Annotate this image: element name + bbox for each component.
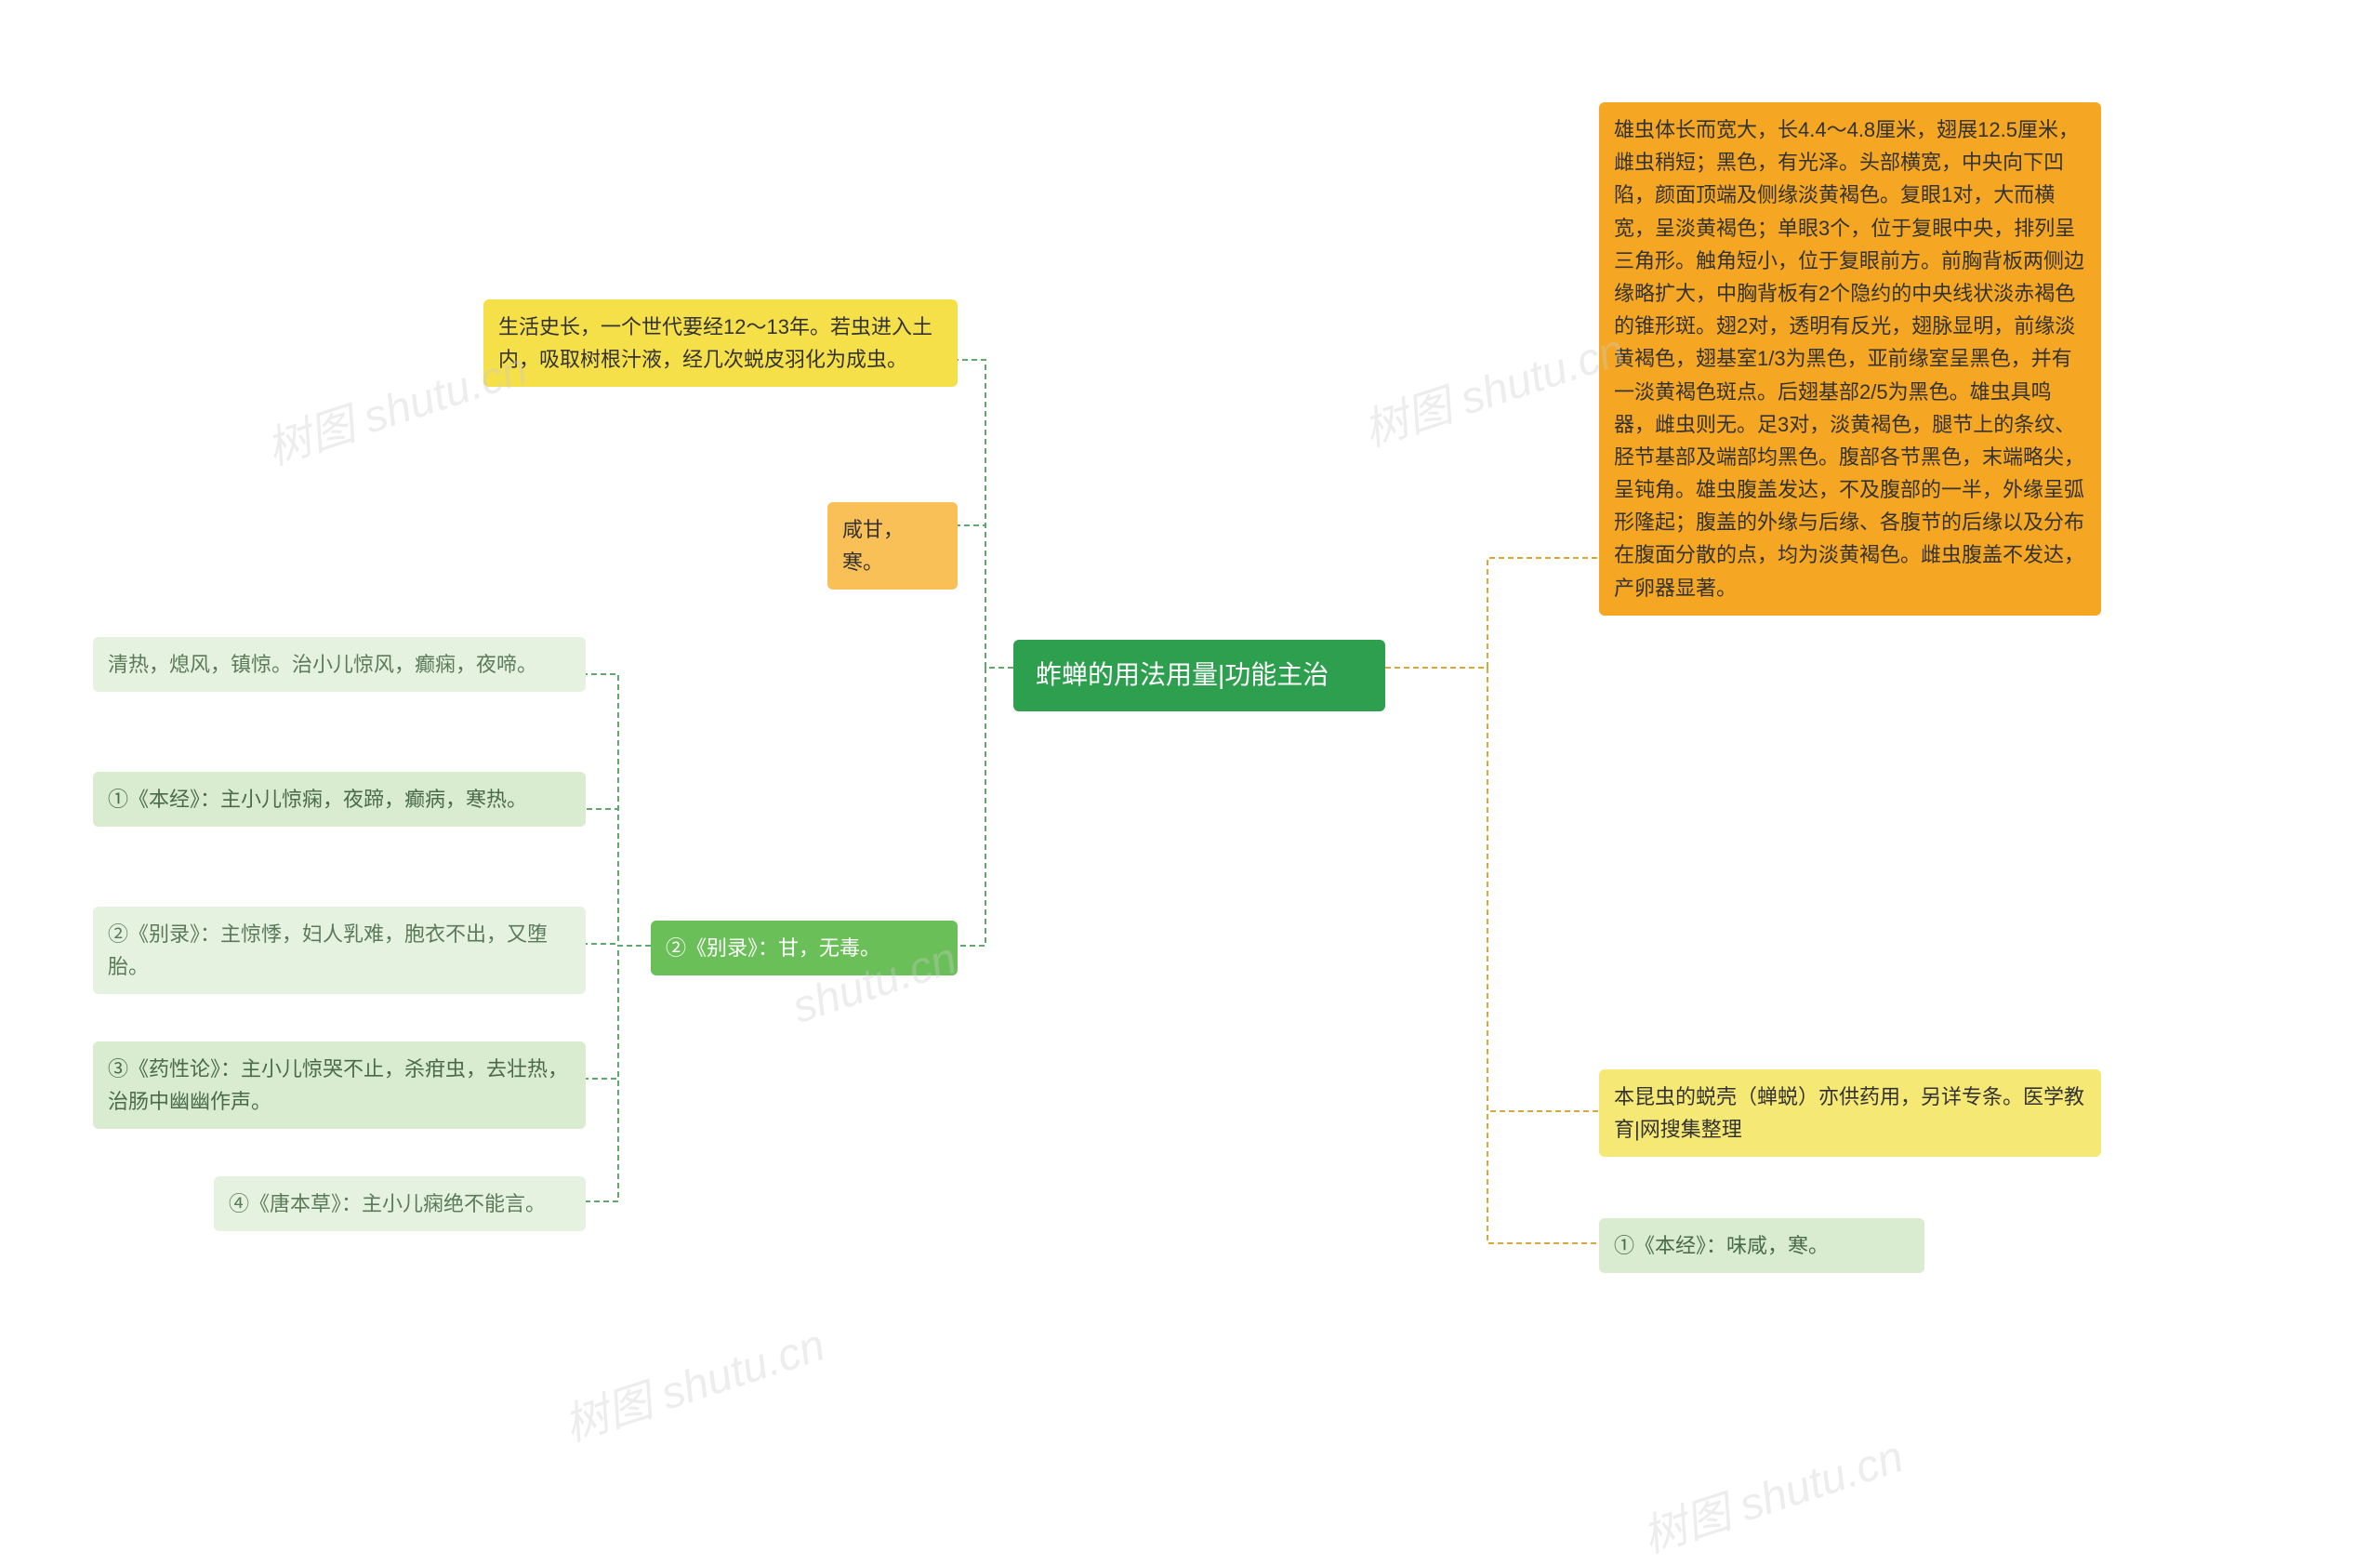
- node-desc-large[interactable]: 雄虫体长而宽大，长4.4～4.8厘米，翅展12.5厘米，雌虫稍短；黑色，有光泽。…: [1599, 102, 2101, 616]
- watermark-2: 树图 shutu.cn: [1354, 313, 1631, 458]
- conn-2: [1385, 668, 1599, 1111]
- watermark-4: 树图 shutu.cn: [1633, 1420, 1910, 1565]
- conn-10: [586, 946, 651, 1079]
- node-c1[interactable]: 清热，熄风，镇惊。治小儿惊风，癫痫，夜啼。: [93, 637, 586, 692]
- node-c5[interactable]: ④《唐本草》：主小儿痫绝不能言。: [214, 1176, 586, 1231]
- center-node[interactable]: 蚱蝉的用法用量|功能主治: [1013, 640, 1385, 711]
- conn-9: [586, 944, 651, 946]
- node-c2[interactable]: ①《本经》：主小儿惊痫，夜蹄，癫病，寒热。: [93, 772, 586, 827]
- conn-5: [958, 525, 1013, 668]
- conn-3: [1385, 668, 1599, 1243]
- node-c3[interactable]: ②《别录》：主惊悸，妇人乳难，胞衣不出，又堕胎。: [93, 907, 586, 994]
- watermark-3: 树图 shutu.cn: [554, 1308, 831, 1453]
- node-xiangan[interactable]: 咸甘，寒。: [827, 502, 958, 590]
- conn-8: [586, 809, 651, 946]
- conn-4: [958, 360, 1013, 668]
- conn-6: [958, 668, 1013, 946]
- node-shell-note[interactable]: 本昆虫的蜕壳（蝉蜕）亦供药用，另详专条。医学教育|网搜集整理: [1599, 1069, 2101, 1157]
- node-c4[interactable]: ③《药性论》：主小儿惊哭不止，杀疳虫，去壮热，治肠中幽幽作声。: [93, 1041, 586, 1129]
- node-benjing[interactable]: ①《本经》：味咸，寒。: [1599, 1218, 1924, 1273]
- node-bielu-2[interactable]: ②《别录》：甘，无毒。: [651, 921, 958, 975]
- conn-1: [1385, 558, 1599, 668]
- conn-11: [586, 946, 651, 1201]
- conn-7: [586, 674, 651, 946]
- node-life-history[interactable]: 生活史长，一个世代要经12～13年。若虫进入土内，吸取树根汁液，经几次蜕皮羽化为…: [483, 299, 958, 387]
